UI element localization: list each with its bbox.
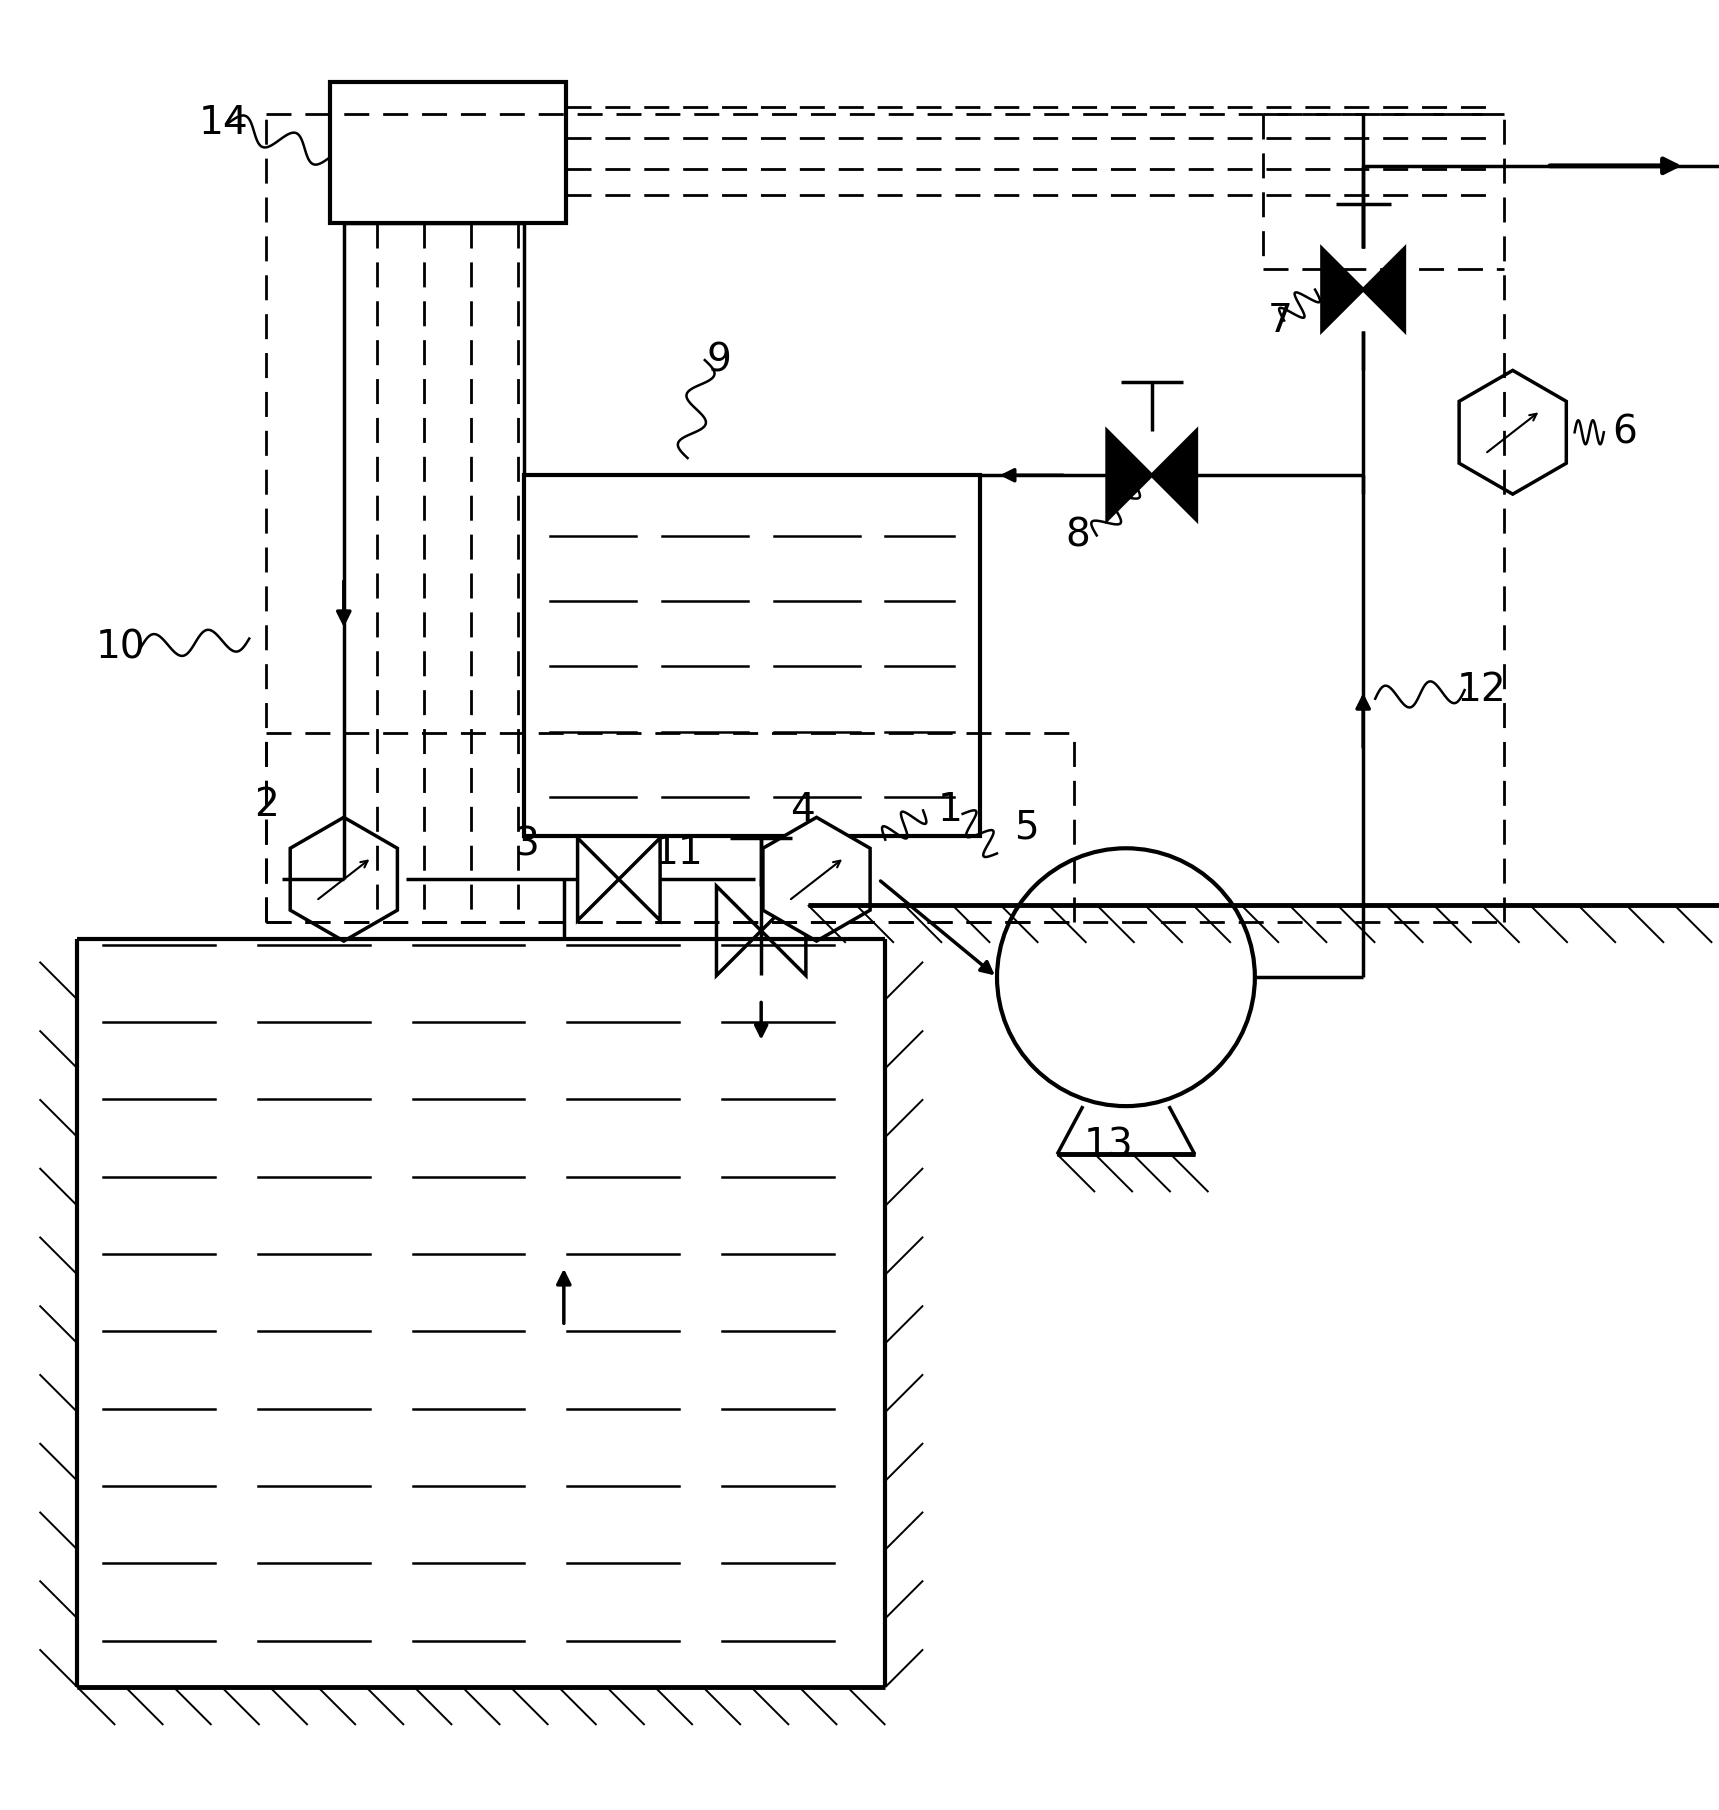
Circle shape [997,849,1255,1106]
Polygon shape [717,887,762,976]
Polygon shape [619,838,660,921]
Text: 11: 11 [655,834,703,872]
Text: 10: 10 [96,628,144,666]
Text: 7: 7 [1269,302,1293,340]
Text: 3: 3 [514,825,538,863]
Text: 6: 6 [1612,413,1636,451]
Polygon shape [291,818,397,941]
Polygon shape [578,838,619,921]
Polygon shape [1152,431,1196,519]
Text: 1: 1 [939,791,963,829]
Text: 4: 4 [791,791,815,829]
Polygon shape [1459,371,1566,494]
Text: 8: 8 [1066,516,1090,554]
Text: 2: 2 [254,786,278,824]
Polygon shape [762,887,806,976]
Text: 13: 13 [1085,1126,1133,1164]
Text: 12: 12 [1458,672,1506,710]
Polygon shape [1322,248,1363,331]
Bar [330,81,566,223]
Text: 14: 14 [199,103,248,141]
Polygon shape [1107,431,1152,519]
Bar [524,476,980,836]
Polygon shape [1363,248,1404,331]
Text: 5: 5 [1014,809,1038,847]
Polygon shape [763,818,870,941]
Text: 9: 9 [707,340,731,378]
